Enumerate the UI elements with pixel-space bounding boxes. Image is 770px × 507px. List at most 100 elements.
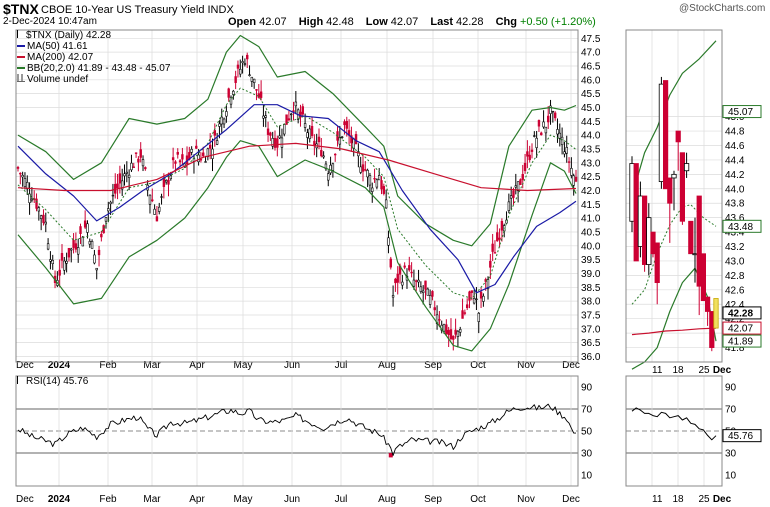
bb-lower-line <box>17 140 577 352</box>
axis-tag-label: 42.07 <box>728 324 753 335</box>
legend-ma200-icon <box>17 56 25 59</box>
price-candle-body <box>30 198 34 201</box>
price-candle-body <box>412 279 416 287</box>
price-candle-body <box>271 138 274 147</box>
legend-price-icon <box>17 30 24 38</box>
price-candle-body <box>542 121 545 128</box>
price-candle-body <box>148 194 152 205</box>
zoom-price-axis-label: 42.6 <box>725 285 745 296</box>
price-axis-label: 39.0 <box>581 269 601 280</box>
price-candle-body <box>269 132 272 136</box>
price-candle-body <box>496 232 499 242</box>
price-axis-label: 45.0 <box>581 103 601 114</box>
price-candle-body <box>415 280 418 282</box>
zoom-candle-body <box>633 163 639 262</box>
price-candle-body <box>285 114 288 125</box>
legend-ma200-text: MA(200) 42.07 <box>27 52 94 63</box>
zoom-price-axis-label: 44.4 <box>725 155 745 166</box>
price-candle-body <box>93 254 96 264</box>
price-candle-body <box>88 241 91 245</box>
price-candle-body <box>72 240 75 248</box>
legend-ma50-icon <box>17 45 25 48</box>
axis-tag-box <box>722 306 762 320</box>
zoom-price-axis-label: 44.8 <box>725 127 745 138</box>
zoom-candle-body <box>688 220 694 255</box>
price-candle-body <box>463 312 467 314</box>
price-candle-body <box>447 330 450 336</box>
price-candle-body <box>477 312 480 322</box>
price-candle-body <box>364 169 367 171</box>
date-axis-label: Nov <box>517 360 535 371</box>
price-candle-body <box>86 223 89 233</box>
price-candle-body <box>456 330 460 337</box>
price-candle-body <box>523 162 527 171</box>
zoom-bb-middle-line <box>631 204 717 305</box>
price-candle-body <box>239 68 242 75</box>
price-candle-body <box>95 267 98 271</box>
zoom-rsi-date-axis-label: 25 <box>698 494 710 505</box>
zoom-rsi-panel-frame <box>625 375 723 487</box>
price-candle-body <box>371 187 374 192</box>
legend-price-text: $TNX (Daily) 42.28 <box>26 30 112 41</box>
rsi-axis-label: 70 <box>581 405 593 416</box>
price-candle-body <box>498 237 501 240</box>
axis-tag-box <box>722 105 762 119</box>
chg-label: Chg <box>495 16 517 28</box>
price-candle-body <box>51 260 54 265</box>
price-candle-body <box>366 170 369 178</box>
zoom-candle-body <box>629 163 635 222</box>
price-legend: $TNX (Daily) 42.28 MA(50) 41.61 MA(200) … <box>17 30 170 85</box>
price-candle-body <box>158 206 161 212</box>
price-candle-body <box>572 175 575 186</box>
zoom-price-axis-label: 43.4 <box>725 228 745 239</box>
price-candle-body <box>533 135 536 137</box>
rsi-date-axis-label: Oct <box>470 494 486 505</box>
zoom-rsi-date-axis-label: 11 <box>652 494 663 505</box>
price-candle-body <box>199 159 203 161</box>
price-candle-body <box>553 112 557 119</box>
price-candle-body <box>401 281 404 286</box>
rsi-date-axis-label: Feb <box>99 494 117 505</box>
zoom-candle-body <box>642 195 648 265</box>
price-candle-body <box>352 138 355 149</box>
zoom-candle-body <box>709 311 715 348</box>
price-candle-body <box>454 329 457 335</box>
rsi-date-axis-label: Mar <box>143 494 161 505</box>
price-candle-body <box>155 216 159 222</box>
price-candle-body <box>259 91 263 98</box>
price-candle-body <box>526 151 529 157</box>
zoom-ma200-line <box>631 327 717 336</box>
price-candle-body <box>310 125 314 136</box>
price-candle-body <box>479 291 483 299</box>
price-axis-label: 44.0 <box>581 131 601 142</box>
price-candle-body <box>306 132 309 138</box>
price-candle-body <box>331 163 335 171</box>
rsi-date-axis-label: Jul <box>335 494 348 505</box>
price-candle-body <box>560 136 564 146</box>
price-axis-label: 38.0 <box>581 297 601 308</box>
price-candle-body <box>21 174 24 178</box>
price-candle-body <box>421 290 425 293</box>
zoom-rsi-axis-label: 10 <box>725 471 737 482</box>
rsi-date-axis-label: Apr <box>189 494 205 505</box>
price-candle-body <box>512 190 515 198</box>
zoom-price-axis-label: 43.6 <box>725 213 745 224</box>
date-axis-label: 2024 <box>48 360 71 371</box>
price-axis-label: 37.0 <box>581 324 601 335</box>
rsi-legend: RSI(14) 45.76 <box>17 376 88 387</box>
price-axis-label: 36.0 <box>581 352 601 363</box>
legend-volume-icon <box>17 74 25 82</box>
price-axis-label: 43.5 <box>581 144 601 155</box>
price-candle-body <box>340 136 344 138</box>
chg-value: +0.50 (+1.20%) <box>519 16 596 28</box>
price-candle-body <box>491 243 494 252</box>
axis-tag-label: 41.89 <box>728 337 753 348</box>
price-candle-body <box>377 175 381 181</box>
price-candle-body <box>120 180 124 190</box>
axis-tag-box <box>722 321 762 335</box>
brand-watermark: @StockCharts.com <box>679 3 766 14</box>
price-axis-label: 43.0 <box>581 158 601 169</box>
zoom-date-axis-label: 18 <box>672 365 684 376</box>
price-candle-body <box>241 61 244 64</box>
